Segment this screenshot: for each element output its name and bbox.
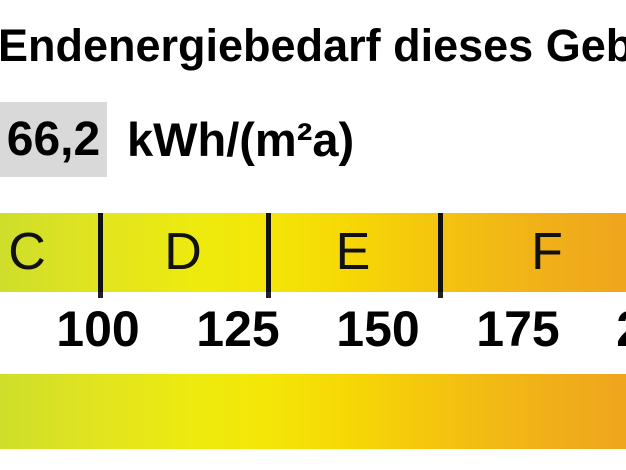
scale-tick [438, 292, 443, 298]
class-label-c: C [8, 223, 46, 281]
class-label-d: D [164, 223, 202, 281]
class-label-e: E [335, 223, 371, 281]
efficiency-class-band: C D E F [0, 213, 626, 292]
tick-label-175: 175 [476, 301, 560, 357]
tick-label-125: 125 [196, 301, 280, 357]
class-label-f: F [531, 223, 563, 281]
energy-value-box: 66,2 [0, 102, 107, 177]
tick-label-200: 200 [616, 304, 626, 354]
class-divider [438, 213, 443, 292]
gradient-bar [0, 374, 626, 449]
class-divider [98, 213, 103, 292]
tick-label-150: 150 [336, 301, 420, 357]
scale-tick [266, 292, 271, 298]
axis-tick-labels: 100 125 150 175 200 [0, 304, 626, 364]
page-title: Endenergiebedarf dieses Gebäudes [0, 20, 626, 71]
class-divider [266, 213, 271, 292]
tick-label-100: 100 [56, 301, 140, 357]
scale-tick [98, 292, 103, 298]
energy-unit-label: kWh/(m²a) [127, 113, 355, 166]
energy-value: 66,2 [6, 113, 101, 166]
